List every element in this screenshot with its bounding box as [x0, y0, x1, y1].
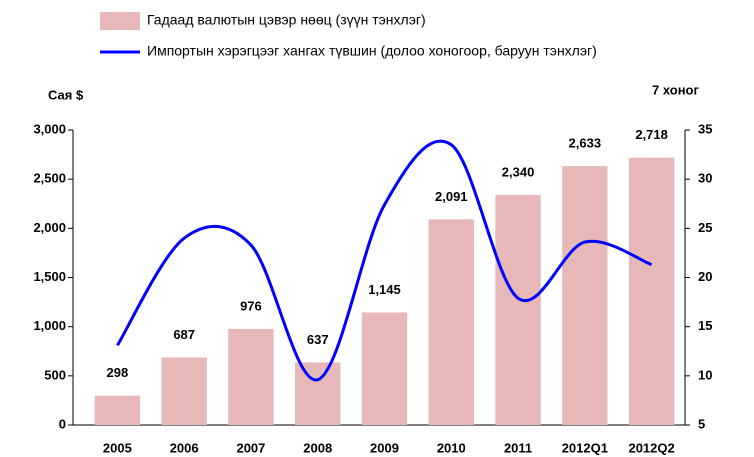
- line: [116, 139, 653, 382]
- y2-tick-label: 10: [698, 367, 712, 382]
- legend-label: Гадаад валютын цэвэр нөөц (зүүн тэнхлэг): [147, 12, 426, 28]
- y-tick-label: 500: [44, 367, 66, 382]
- x-tick-label: 2012Q2: [628, 440, 674, 455]
- x-tick-label: 2010: [437, 440, 466, 455]
- bar-value-label: 2,633: [569, 136, 602, 151]
- legend-swatch: [100, 12, 140, 30]
- bar: [562, 166, 608, 426]
- bar-value-label: 1,145: [368, 282, 401, 297]
- y-tick-label: 3,000: [33, 121, 66, 136]
- y2-tick-label: 25: [698, 220, 712, 235]
- x-tick-label: 2006: [170, 440, 199, 455]
- bar-value-label: 2,718: [635, 127, 668, 142]
- bar: [628, 157, 675, 426]
- x-tick-label: 2011: [504, 440, 532, 455]
- bar: [495, 194, 541, 425]
- bar-value-label: 298: [107, 365, 129, 380]
- bar-value-label: 976: [240, 298, 262, 313]
- bar: [161, 357, 207, 425]
- legend-label: Импортын хэрэгцээг хангах түвшин (долоо …: [147, 43, 597, 59]
- y2-tick-label: 20: [698, 269, 712, 284]
- y-tick-label: 2,500: [33, 171, 66, 186]
- y-tick-label: 0: [59, 416, 66, 431]
- bar: [94, 395, 141, 425]
- y-tick-label: 1,000: [33, 318, 66, 333]
- x-tick-label: 2007: [236, 440, 265, 455]
- bar: [428, 219, 474, 425]
- bar: [361, 312, 408, 425]
- x-tick-label: 2008: [303, 440, 332, 455]
- bar-value-label: 687: [173, 327, 195, 342]
- bar: [228, 329, 274, 425]
- y2-tick-label: 15: [698, 318, 712, 333]
- bar-value-label: 2,091: [435, 189, 468, 204]
- y-tick-label: 2,000: [33, 220, 66, 235]
- y2-tick-label: 35: [698, 121, 712, 136]
- bar-value-label: 637: [307, 332, 329, 347]
- x-tick-label: 2005: [103, 440, 132, 455]
- bar-value-label: 2,340: [502, 164, 535, 179]
- x-tick-label: 2009: [370, 440, 399, 455]
- y2-tick-label: 30: [698, 171, 712, 186]
- y-tick-label: 1,500: [33, 269, 66, 284]
- y-axis-label: Сая $: [48, 87, 84, 102]
- y2-tick-label: 5: [698, 416, 705, 431]
- bar: [295, 362, 341, 425]
- y2-axis-label: 7 хоног: [652, 82, 699, 97]
- x-tick-label: 2012Q1: [562, 440, 608, 455]
